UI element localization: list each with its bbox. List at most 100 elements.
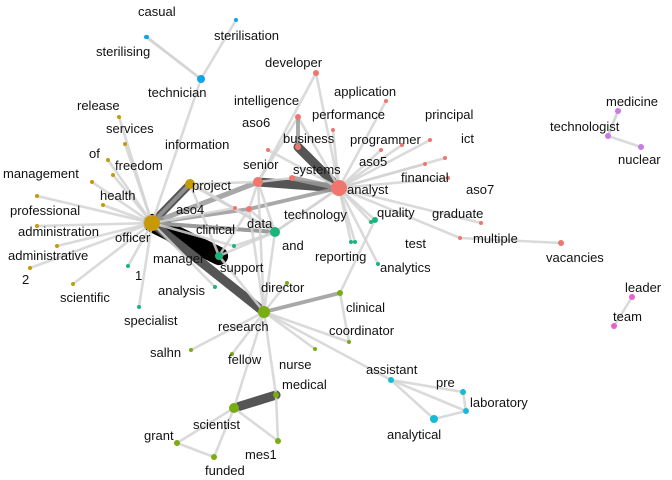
node-aso5 (379, 148, 383, 152)
node-research (258, 306, 270, 318)
edge-analyst-analytics (337, 186, 380, 266)
node-label-specialist: specialist (124, 313, 178, 328)
edge-analyst-data (247, 186, 341, 211)
edge-research-fellow (230, 310, 266, 356)
node-sterilisation (234, 18, 238, 22)
node-sterilising (144, 35, 148, 39)
node-application (384, 99, 388, 103)
edge-analyst-developer (314, 71, 341, 190)
node-label-financial: financial (401, 170, 449, 185)
edge-manager-data (217, 207, 251, 258)
node-clinical_a (372, 217, 378, 223)
node-clinical_b (337, 290, 343, 296)
node-label-health: health (100, 188, 135, 203)
node-label-aso5: aso5 (359, 154, 387, 169)
node-one (126, 264, 130, 268)
node-label-mes1: mes1 (245, 447, 277, 462)
node-technician (197, 75, 205, 83)
node-label-analytical: analytical (387, 427, 441, 442)
edge-research-director (262, 281, 289, 314)
edge-research-medical (262, 310, 278, 397)
edge-analyst-programmer (337, 143, 404, 190)
node-developer (313, 70, 319, 76)
edge-analyst-and (273, 186, 341, 234)
node-salhn (189, 348, 193, 352)
node-label-grant: grant (144, 428, 174, 443)
node-label-technology: technology (284, 207, 347, 222)
node-label-team: team (613, 309, 642, 324)
edge-assistant-pre (389, 378, 465, 394)
edge-research-salhn (189, 310, 266, 352)
node-services (123, 142, 127, 146)
node-label-professional: professional (10, 203, 80, 218)
edge-senior-systems (256, 176, 294, 184)
node-label-assistant: assistant (366, 362, 418, 377)
edge-analyst-aso6 (266, 148, 341, 190)
node-label-reporting: reporting (315, 249, 366, 264)
edge-scientist-mes1 (232, 406, 280, 443)
node-label-two: 2 (22, 272, 29, 287)
edge-research-scientist (232, 310, 266, 410)
edge-research-coordinator (262, 310, 351, 344)
node-label-aso4: aso4 (176, 202, 204, 217)
node-label-programmer: programmer (350, 132, 421, 147)
edge-clinical_b-coordinator (338, 291, 351, 344)
node-aso7 (446, 176, 450, 180)
edge-officer-technician (150, 77, 203, 225)
node-senior (253, 177, 263, 187)
node-pre (460, 389, 466, 395)
node-label-information: information (165, 137, 229, 152)
node-label-clinical_b: clinical (346, 300, 385, 315)
node-health (101, 203, 105, 207)
node-data (246, 206, 252, 212)
edge-pre-laboratory (461, 390, 468, 413)
node-label-vacancies: vacancies (546, 250, 604, 265)
node-label-ict: ict (461, 131, 474, 146)
node-freedom (111, 173, 115, 177)
edge-scientist-funded (212, 406, 236, 459)
edge-officer-information (150, 181, 193, 225)
node-label-medical: medical (282, 377, 327, 392)
node-scientist (229, 403, 239, 413)
edge-technician-sterilisation (199, 18, 238, 81)
node-mes1 (275, 438, 281, 444)
node-label-developer: developer (265, 55, 323, 70)
node-nuclear (638, 144, 644, 150)
node-label-medicine: medicine (606, 94, 658, 109)
edge-senior-project (188, 180, 260, 186)
node-of (106, 158, 110, 162)
node-aso6 (266, 148, 270, 152)
node-label-analyst: analyst (347, 182, 389, 197)
edge-clinical_a-clinical_b (338, 218, 377, 295)
edge-officer-management (90, 180, 154, 225)
node-professional (35, 194, 39, 198)
node-label-senior: senior (243, 157, 279, 172)
node-medicine (615, 108, 621, 114)
node-label-one: 1 (135, 268, 142, 283)
edge-analyst-graduate (337, 186, 483, 225)
edge-laboratory-analytical (432, 409, 468, 421)
node-principal (428, 138, 432, 142)
edge-business-analyst (293, 142, 344, 193)
node-test (353, 240, 357, 244)
edge-layer (28, 18, 643, 459)
edge-research-nurse (262, 310, 317, 351)
node-intelligence (295, 114, 301, 120)
node-label-project: project (192, 178, 231, 193)
node-label-freedom: freedom (115, 158, 163, 173)
node-label-nurse: nurse (279, 357, 312, 372)
node-administration (35, 224, 39, 228)
edge-officer-specialist (137, 221, 154, 309)
edge-officer-one (126, 221, 154, 268)
node-label-casual: casual (138, 4, 176, 19)
node-leader (629, 294, 635, 300)
node-reporting (349, 240, 353, 244)
node-label-aso6: aso6 (242, 115, 270, 130)
node-label-research: research (218, 319, 269, 334)
node-label-coordinator: coordinator (329, 323, 395, 338)
node-two (28, 266, 32, 270)
node-performance (331, 128, 335, 132)
edge-multiple-vacancies (458, 236, 563, 245)
edge-assistant-analytical (389, 378, 436, 421)
